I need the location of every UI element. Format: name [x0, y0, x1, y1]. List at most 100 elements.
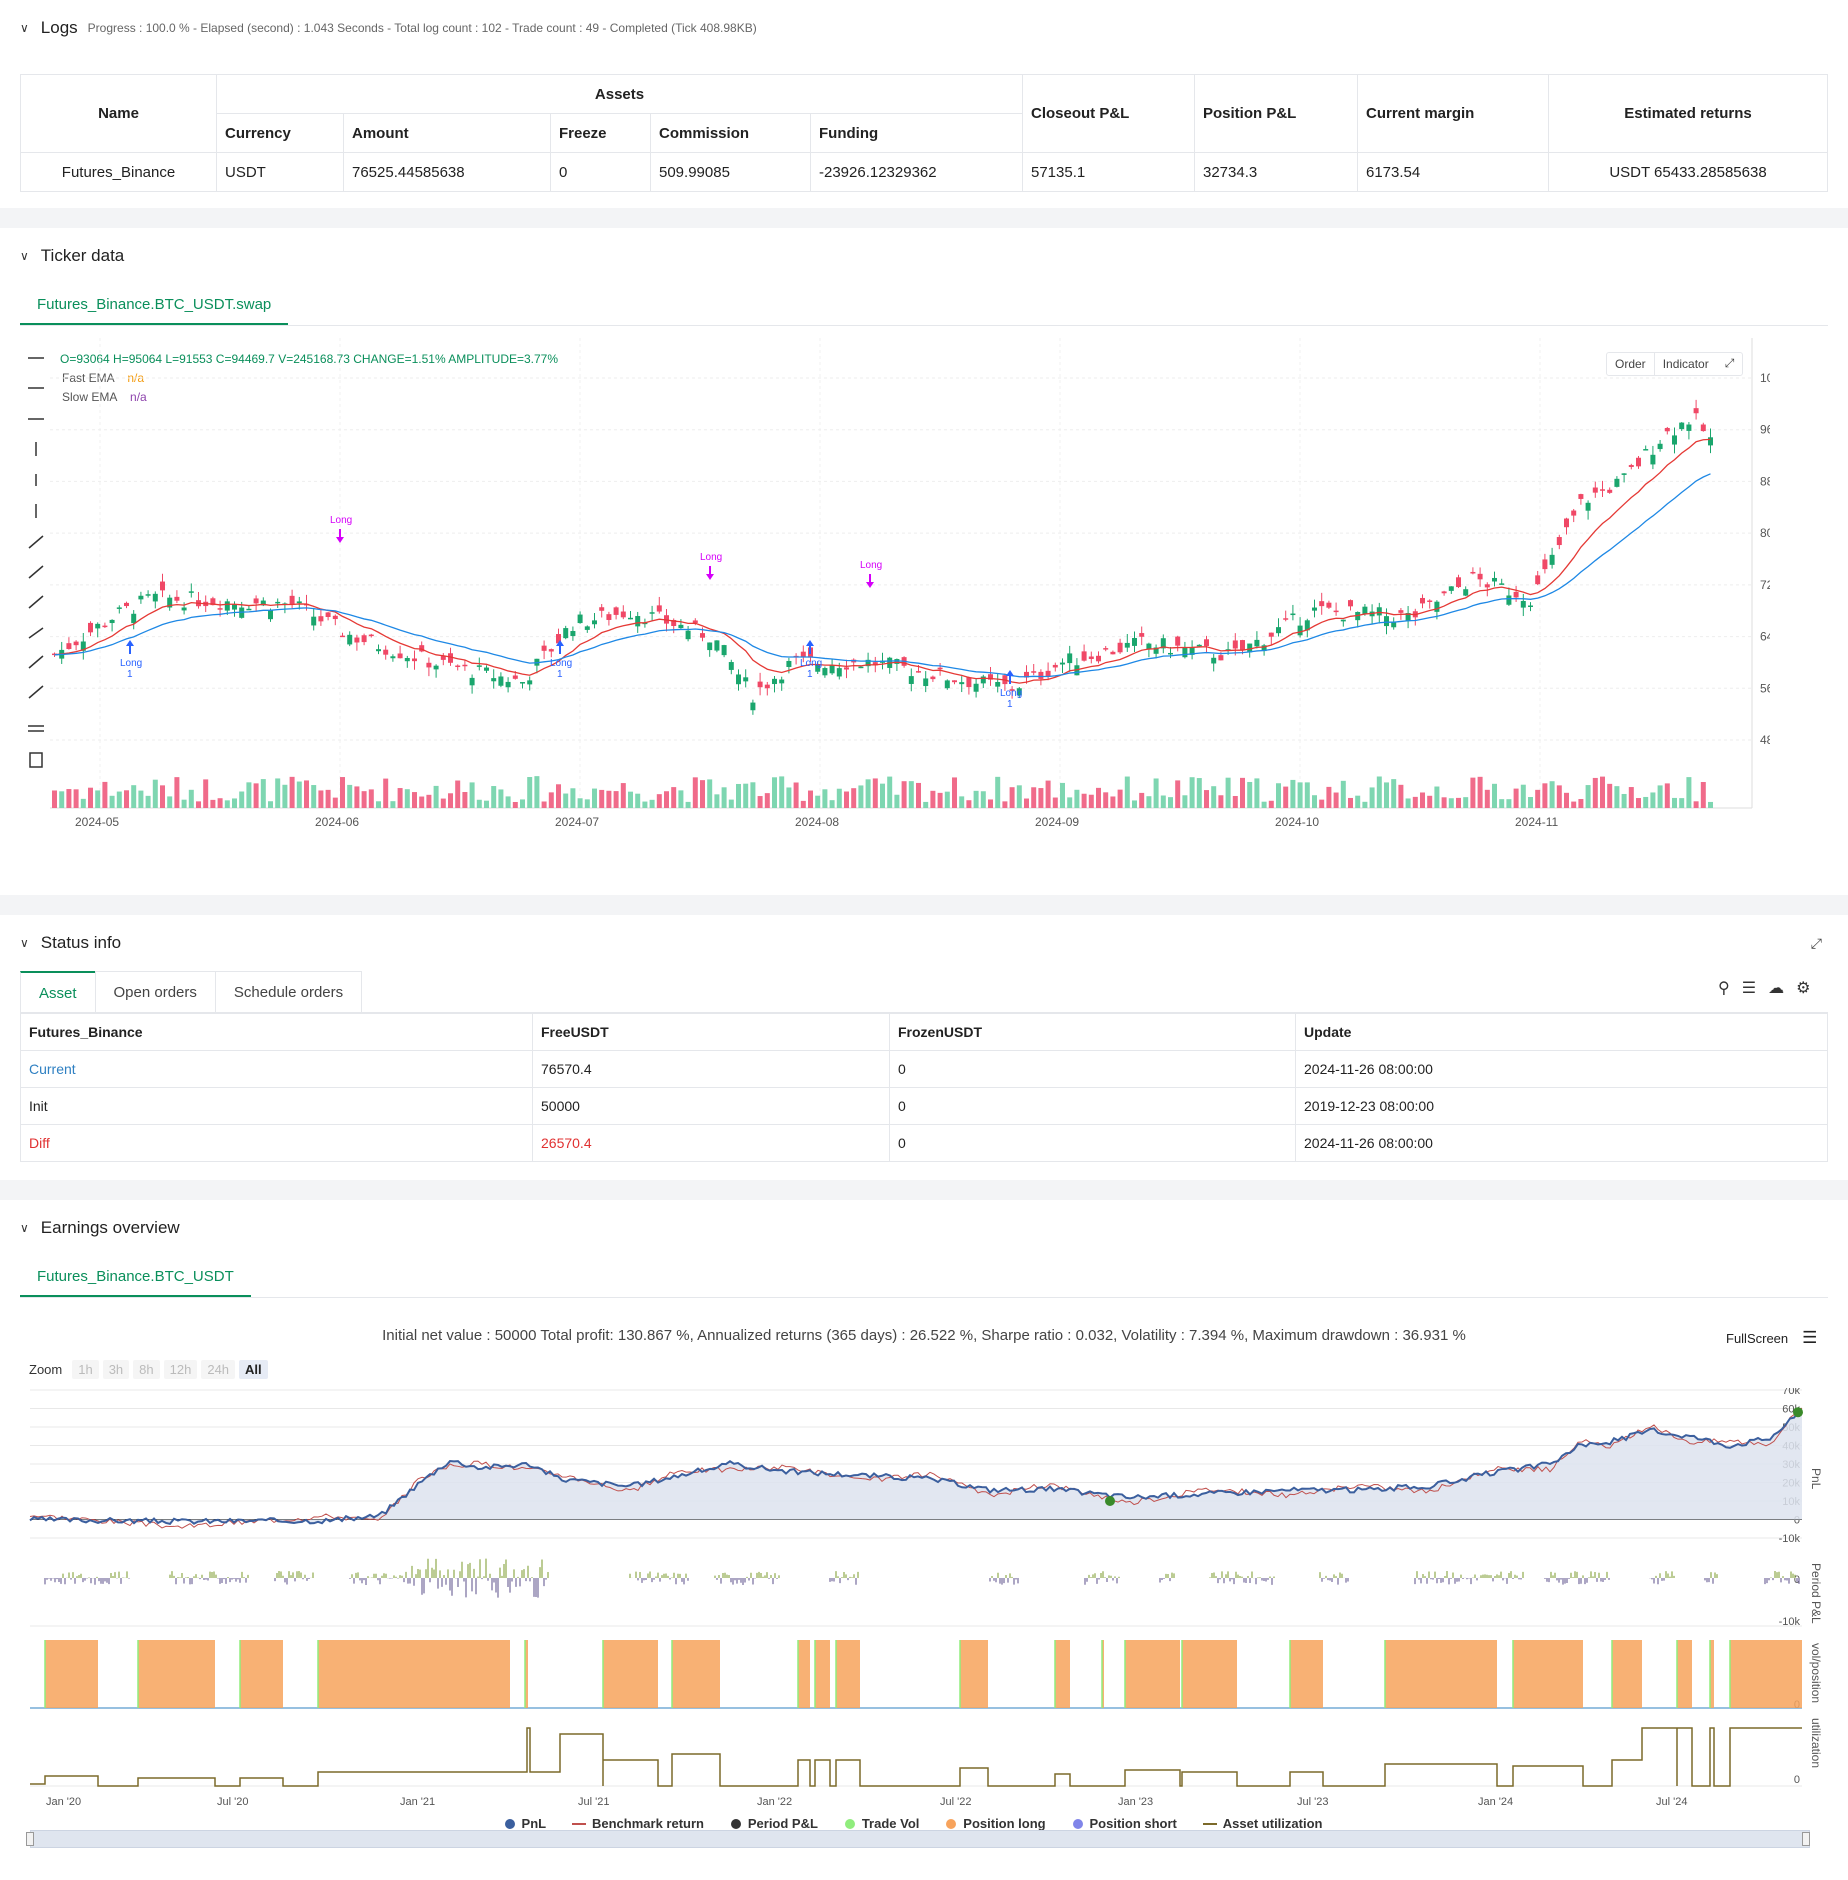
candle-body: [347, 634, 353, 645]
earnings-chart[interactable]: 70k60k50k40k30k20k10k0-10kPnL0-10kPeriod…: [0, 1388, 1848, 1848]
volume-bar: [757, 796, 763, 808]
candle-body: [124, 602, 129, 607]
candlestick-chart[interactable]: 104,000.00 96,000.00 88,000.00 80,000.00 72,…: [50, 338, 1770, 858]
long-marker-label: Long: [1000, 688, 1022, 699]
candle-body: [1672, 435, 1677, 445]
tab-schedule-orders[interactable]: Schedule orders: [214, 971, 363, 1012]
legend-pnl[interactable]: PnL: [504, 1816, 546, 1831]
legend-trade-vol[interactable]: Trade Vol: [844, 1816, 920, 1831]
candle-body: [181, 607, 187, 611]
volume-bar: [1261, 801, 1267, 808]
candle-body: [1261, 645, 1267, 652]
menu-icon[interactable]: ☰: [1741, 980, 1757, 997]
tab-asset[interactable]: Asset: [20, 971, 96, 1012]
long-arrow-icon: [126, 640, 134, 654]
earnings-header[interactable]: ∨ Earnings overview: [20, 1218, 180, 1238]
exit-arrow-icon: [866, 574, 874, 588]
volume-bar: [296, 781, 302, 808]
legend-benchmark[interactable]: Benchmark return: [571, 1816, 704, 1831]
volume-bar: [505, 796, 511, 808]
zoom-8h[interactable]: 8h: [133, 1360, 160, 1379]
volume-bar: [1110, 796, 1116, 808]
candle-body: [649, 612, 655, 614]
navigator-handle-left[interactable]: [26, 1832, 34, 1846]
time-tick: Jan '24: [1478, 1796, 1513, 1808]
header-commission: Commission: [650, 113, 811, 153]
slow-ema-value: n/a: [130, 390, 147, 404]
volume-bar: [1592, 777, 1598, 808]
search-icon[interactable]: ⚲: [1718, 980, 1730, 997]
order-button[interactable]: Order: [1607, 353, 1655, 375]
long-marker-count: 1: [557, 669, 563, 680]
candle-body: [1175, 636, 1181, 646]
candle-body: [527, 680, 533, 685]
legend-asset-util[interactable]: Asset utilization: [1202, 1816, 1322, 1831]
tab-ticker-symbol[interactable]: Futures_Binance.BTC_USDT.swap: [20, 285, 289, 325]
status-header[interactable]: ∨ Status info: [20, 933, 121, 953]
candle-body: [656, 605, 662, 612]
expand-icon[interactable]: ⤢: [1724, 356, 1735, 370]
candle-body: [174, 596, 180, 601]
volume-bar: [880, 783, 885, 808]
ticker-header[interactable]: ∨ Ticker data: [20, 246, 124, 266]
volume-bar: [95, 790, 101, 808]
tab-earnings-symbol[interactable]: Futures_Binance.BTC_USDT: [20, 1257, 251, 1297]
range-navigator[interactable]: [30, 1830, 1810, 1848]
volume-bar: [59, 791, 65, 808]
row-label-current[interactable]: Current: [20, 1050, 533, 1088]
candle-body: [829, 665, 835, 674]
volume-bar: [1398, 784, 1404, 808]
volume-bar: [664, 791, 669, 808]
logs-header[interactable]: ∨ Logs Progress : 100.0 % - Elapsed (sec…: [20, 18, 757, 38]
tab-open-orders[interactable]: Open orders: [94, 971, 216, 1012]
legend-period-pnl[interactable]: Period P&L: [730, 1816, 818, 1831]
logs-table: Name Assets Closeout P&L Position P&L Cu…: [20, 74, 1828, 192]
volume-bar: [642, 801, 648, 808]
candle-body: [1304, 620, 1310, 631]
zoom-12h[interactable]: 12h: [163, 1360, 198, 1379]
drawing-tools-icons[interactable]: [24, 348, 48, 1008]
candle-body: [1434, 601, 1440, 612]
candle-body: [1218, 655, 1224, 661]
gear-icon[interactable]: ⚙: [1796, 980, 1811, 997]
candle-body: [570, 631, 576, 637]
collapse-icon[interactable]: ⤢: [1810, 935, 1822, 951]
fullscreen-button[interactable]: FullScreen ☰: [1726, 1328, 1817, 1348]
candle-body: [1513, 591, 1519, 598]
position-long-bar: [1182, 1640, 1237, 1708]
candle-body: [620, 611, 626, 618]
volume-bar: [116, 791, 122, 808]
legend-position-long[interactable]: Position long: [945, 1816, 1046, 1831]
chevron-down-icon: ∨: [20, 1221, 29, 1235]
logs-status: Progress : 100.0 % - Elapsed (second) : …: [87, 21, 757, 35]
volume-bar: [988, 799, 993, 808]
volume-bar: [88, 787, 93, 808]
zoom-3h[interactable]: 3h: [102, 1360, 130, 1379]
legend-position-short[interactable]: Position short: [1072, 1816, 1177, 1831]
volume-bar: [397, 788, 403, 808]
cloud-download-icon[interactable]: ☁: [1768, 980, 1785, 997]
candle-body: [1240, 640, 1245, 651]
volume-bar: [815, 795, 821, 808]
slow-ema-label: Slow EMA: [62, 390, 117, 404]
header-margin: Current margin: [1357, 74, 1549, 153]
candle-body: [1110, 651, 1116, 655]
chevron-down-icon: ∨: [20, 21, 29, 35]
zoom-1h[interactable]: 1h: [72, 1360, 99, 1379]
candle-body: [1067, 653, 1073, 664]
position-long-bar: [672, 1640, 720, 1708]
zoom-all[interactable]: All: [239, 1360, 268, 1379]
indicator-button[interactable]: Indicator: [1662, 357, 1709, 371]
position-long-bar: [1612, 1640, 1642, 1708]
zoom-24h[interactable]: 24h: [201, 1360, 236, 1379]
volume-bar: [736, 783, 741, 808]
candle-body: [1189, 646, 1195, 655]
legend-label: Trade Vol: [861, 1816, 920, 1831]
volume-bar: [822, 789, 828, 808]
navigator-handle-right[interactable]: [1802, 1832, 1810, 1846]
chevron-down-icon: ∨: [20, 936, 29, 950]
volume-bar: [1312, 795, 1317, 808]
legend-dot-icon: [844, 1818, 855, 1829]
volume-bar: [1319, 799, 1325, 808]
slow-ema-legend: Slow EMA n/a: [62, 390, 147, 404]
